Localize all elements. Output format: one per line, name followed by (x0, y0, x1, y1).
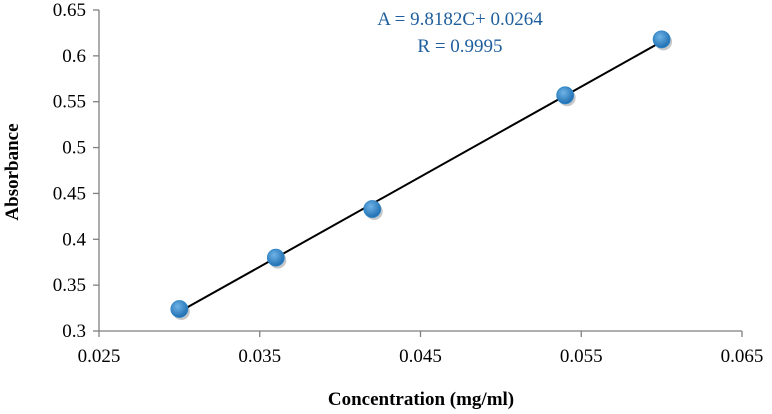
y-tick-label: 0.3 (62, 321, 86, 342)
y-tick-label: 0.55 (53, 92, 86, 113)
equation-label: A = 9.8182C+ 0.0264 (377, 9, 543, 30)
x-tick-label: 0.025 (78, 346, 121, 367)
axes (98, 10, 742, 332)
y-tick-label: 0.35 (53, 275, 86, 296)
r-value-label: R = 0.9995 (417, 36, 502, 57)
data-point (266, 248, 285, 267)
x-tick-label: 0.065 (721, 346, 764, 367)
y-tick-label: 0.65 (53, 0, 86, 21)
trendline-group (178, 40, 663, 313)
y-tick-label: 0.45 (53, 183, 86, 204)
y-tick-label: 0.6 (62, 46, 86, 67)
y-tick-label: 0.5 (62, 138, 86, 159)
x-axis-ticks: 0.025 0.035 0.045 0.055 0.065 (78, 331, 764, 367)
data-points (170, 30, 673, 320)
y-axis-ticks: 0.3 0.35 0.4 0.45 0.5 0.55 0.6 0.65 (53, 0, 99, 342)
trendline (178, 40, 663, 313)
x-tick-label: 0.035 (238, 346, 281, 367)
data-point (556, 86, 575, 105)
x-tick-label: 0.055 (560, 346, 603, 367)
y-axis-title: Absorbance (2, 123, 23, 220)
data-point (170, 300, 189, 318)
x-tick-label: 0.045 (399, 346, 442, 367)
data-point (652, 30, 671, 49)
data-point (363, 200, 382, 218)
x-axis-title: Concentration (mg/ml) (328, 389, 514, 410)
y-tick-label: 0.4 (62, 229, 86, 250)
